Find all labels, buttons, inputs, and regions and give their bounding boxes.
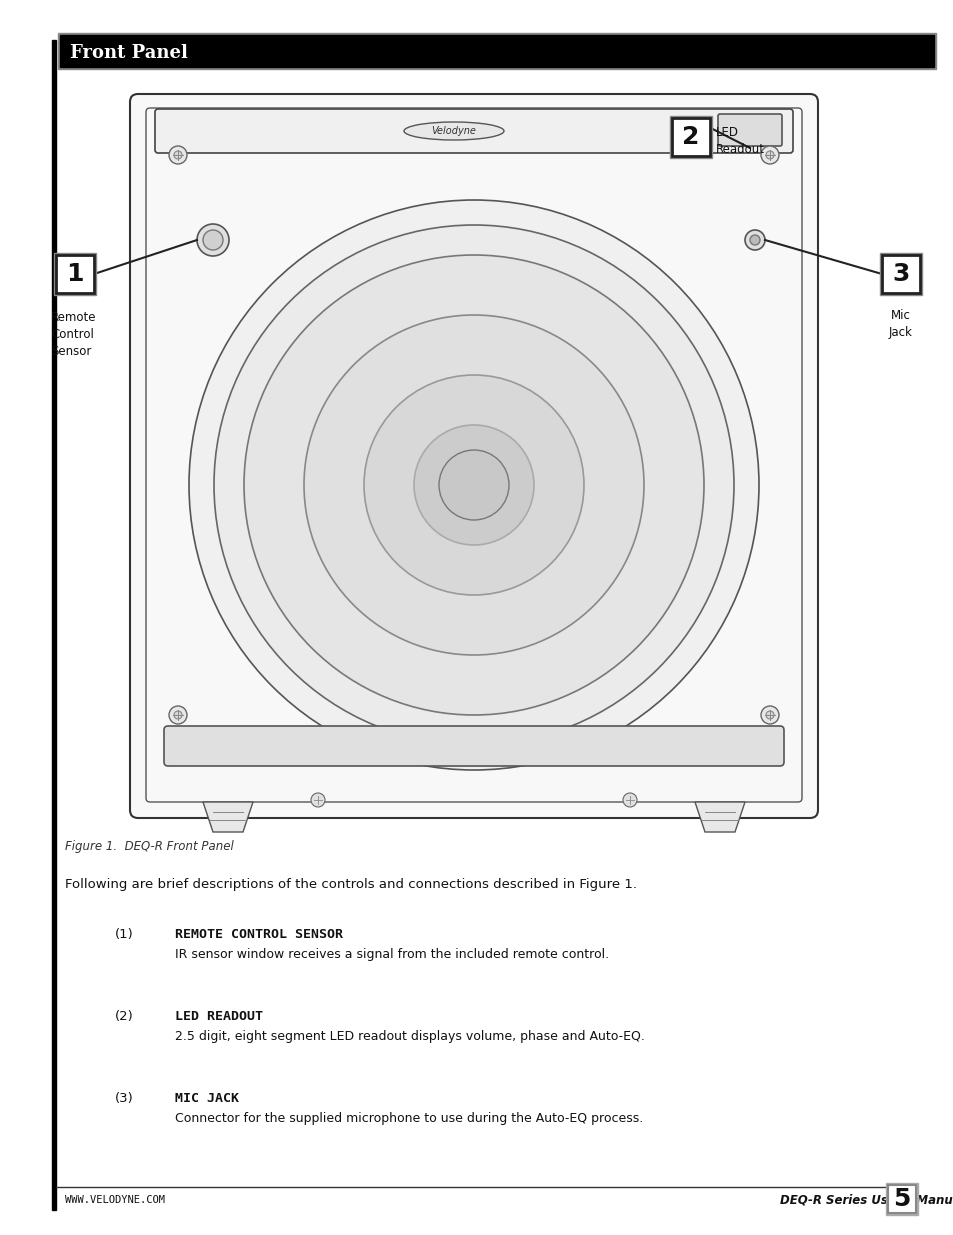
FancyBboxPatch shape xyxy=(164,726,783,766)
Circle shape xyxy=(213,225,733,745)
Text: IR sensor window receives a signal from the included remote control.: IR sensor window receives a signal from … xyxy=(174,948,608,961)
Bar xyxy=(56,254,94,293)
Bar xyxy=(58,33,935,69)
Text: (2): (2) xyxy=(115,1010,133,1023)
Circle shape xyxy=(414,425,534,545)
Text: REMOTE CONTROL SENSOR: REMOTE CONTROL SENSOR xyxy=(174,927,343,941)
Bar xyxy=(52,40,56,1210)
Bar xyxy=(671,119,709,156)
Bar xyxy=(885,1183,917,1215)
Text: DEQ-R Series User's Manual: DEQ-R Series User's Manual xyxy=(780,1193,953,1207)
Text: 2.5 digit, eight segment LED readout displays volume, phase and Auto-EQ.: 2.5 digit, eight segment LED readout dis… xyxy=(174,1030,644,1044)
Text: Following are brief descriptions of the controls and connections described in Fi: Following are brief descriptions of the … xyxy=(65,878,637,890)
Text: Mic
Jack: Mic Jack xyxy=(888,309,912,338)
Circle shape xyxy=(244,254,703,715)
Bar xyxy=(669,116,711,158)
Circle shape xyxy=(765,151,773,159)
Text: Velodyne: Velodyne xyxy=(431,126,476,136)
Circle shape xyxy=(173,711,182,719)
FancyBboxPatch shape xyxy=(130,94,817,818)
Text: 1: 1 xyxy=(66,262,84,287)
Bar xyxy=(54,253,96,295)
Text: MIC JACK: MIC JACK xyxy=(174,1092,239,1105)
Circle shape xyxy=(189,200,759,769)
Circle shape xyxy=(196,224,229,256)
Circle shape xyxy=(311,793,325,806)
Circle shape xyxy=(744,230,764,249)
Text: WWW.VELODYNE.COM: WWW.VELODYNE.COM xyxy=(65,1195,165,1205)
Text: 5: 5 xyxy=(892,1187,910,1212)
Circle shape xyxy=(760,146,779,164)
Circle shape xyxy=(203,230,223,249)
Text: LED READOUT: LED READOUT xyxy=(174,1010,263,1023)
Bar xyxy=(879,253,921,295)
Text: LED
Readout: LED Readout xyxy=(716,126,764,156)
FancyBboxPatch shape xyxy=(718,114,781,146)
Text: Remote
Control
Sensor: Remote Control Sensor xyxy=(51,311,96,358)
Circle shape xyxy=(173,151,182,159)
Circle shape xyxy=(765,711,773,719)
Bar xyxy=(882,254,919,293)
Polygon shape xyxy=(695,802,744,832)
Bar xyxy=(887,1186,915,1213)
Circle shape xyxy=(760,706,779,724)
Circle shape xyxy=(169,146,187,164)
FancyBboxPatch shape xyxy=(146,107,801,802)
Bar xyxy=(60,35,933,67)
Circle shape xyxy=(749,235,760,245)
Circle shape xyxy=(169,706,187,724)
Text: Figure 1.  DEQ-R Front Panel: Figure 1. DEQ-R Front Panel xyxy=(65,840,233,853)
Polygon shape xyxy=(203,802,253,832)
Text: Connector for the supplied microphone to use during the Auto-EQ process.: Connector for the supplied microphone to… xyxy=(174,1112,642,1125)
Text: 3: 3 xyxy=(891,262,909,287)
Circle shape xyxy=(622,793,637,806)
Ellipse shape xyxy=(403,122,503,140)
Circle shape xyxy=(364,375,583,595)
Text: 2: 2 xyxy=(681,125,699,149)
FancyBboxPatch shape xyxy=(154,109,792,153)
Circle shape xyxy=(438,450,509,520)
Text: (3): (3) xyxy=(115,1092,133,1105)
Circle shape xyxy=(304,315,643,655)
Text: Front Panel: Front Panel xyxy=(70,44,188,62)
Text: (1): (1) xyxy=(115,927,133,941)
